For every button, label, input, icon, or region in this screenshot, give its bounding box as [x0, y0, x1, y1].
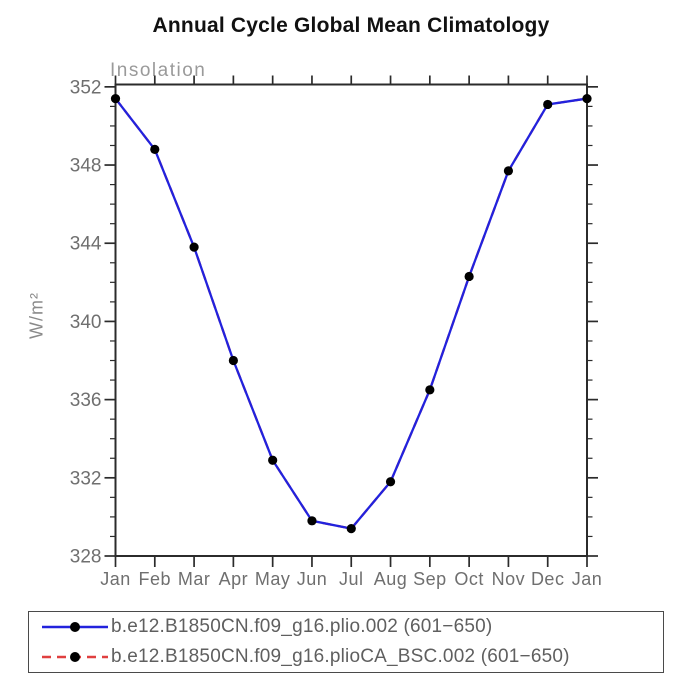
svg-text:Apr: Apr	[219, 569, 249, 589]
svg-text:348: 348	[70, 156, 102, 177]
axis-frame	[114, 83, 588, 557]
svg-text:Jul: Jul	[339, 569, 364, 589]
legend-label: b.e12.B1850CN.f09_g16.plioCA_BSC.002 (60…	[111, 646, 570, 667]
svg-text:Oct: Oct	[454, 569, 484, 589]
chart-subtitle: Insolation	[110, 60, 207, 81]
series-markers	[110, 93, 592, 534]
svg-text:Dec: Dec	[531, 569, 565, 589]
chart-title: Annual Cycle Global Mean Climatology	[152, 14, 550, 37]
legend-box: b.e12.B1850CN.f09_g16.plio.002 (601−650)…	[28, 611, 664, 673]
y-axis-ticks	[104, 85, 598, 557]
svg-text:Jan: Jan	[100, 569, 131, 589]
svg-text:May: May	[255, 569, 291, 589]
series-line-plioCA-BSC	[114, 97, 588, 530]
svg-text:328: 328	[70, 547, 102, 568]
legend-line-sample-red-dashed	[42, 652, 108, 662]
legend-label: b.e12.B1850CN.f09_g16.plio.002 (601−650)	[111, 616, 493, 637]
svg-text:Mar: Mar	[178, 569, 211, 589]
legend-line-sample-blue-solid	[42, 622, 108, 632]
x-axis-ticks	[114, 75, 588, 567]
svg-text:332: 332	[70, 468, 102, 489]
legend-marker-dot	[70, 652, 80, 662]
svg-text:Nov: Nov	[492, 569, 526, 589]
svg-text:Aug: Aug	[374, 569, 408, 589]
svg-text:340: 340	[70, 312, 102, 333]
svg-text:336: 336	[70, 390, 102, 411]
svg-text:344: 344	[70, 234, 102, 255]
x-tick-labels: Jan Feb Mar Apr May Jun Jul Aug Sep Oct Nov Dec Jan	[100, 569, 602, 589]
legend-entry-plio: b.e12.B1850CN.f09_g16.plio.002 (601−650)	[41, 613, 663, 641]
svg-text:Jan: Jan	[572, 569, 603, 589]
legend-entry-plioCA-BSC: b.e12.B1850CN.f09_g16.plioCA_BSC.002 (60…	[41, 643, 663, 671]
legend-marker-dot	[70, 622, 80, 632]
series-line-plio	[114, 97, 588, 530]
svg-text:352: 352	[70, 77, 102, 98]
svg-text:Feb: Feb	[139, 569, 172, 589]
svg-text:Sep: Sep	[413, 569, 447, 589]
y-tick-labels: 328 332 336 340 344 348 352	[70, 77, 102, 567]
svg-text:Jun: Jun	[297, 569, 328, 589]
